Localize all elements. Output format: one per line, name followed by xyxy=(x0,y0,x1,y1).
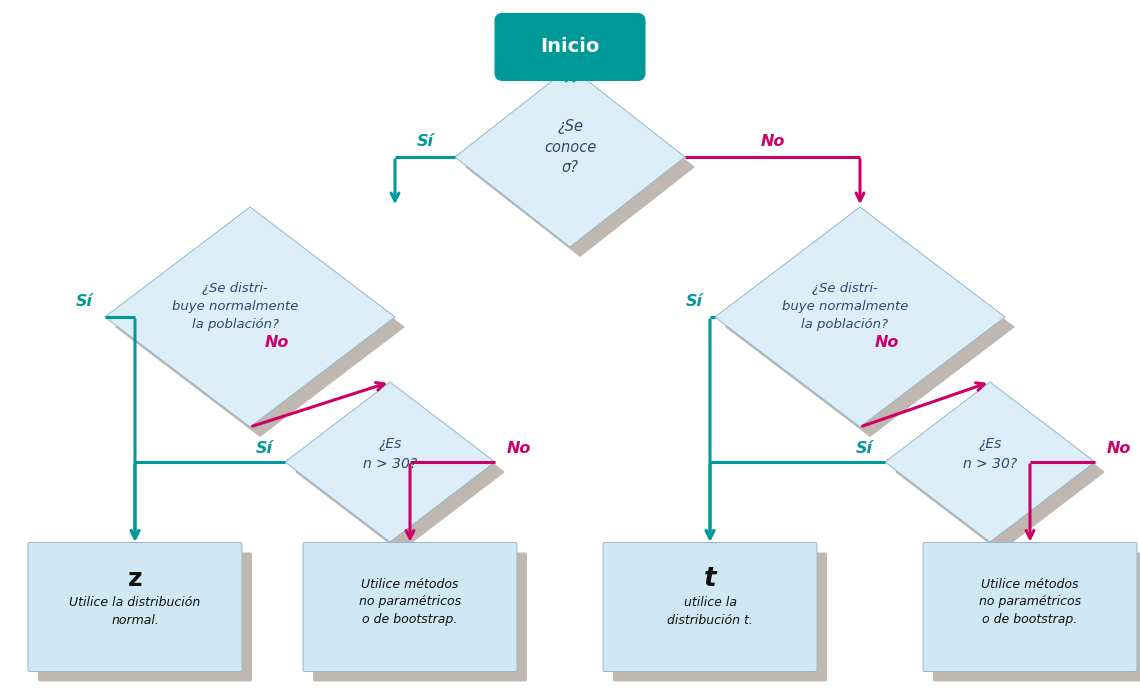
FancyBboxPatch shape xyxy=(28,543,242,671)
FancyBboxPatch shape xyxy=(923,543,1137,671)
Text: ¿Es
n > 30?: ¿Es n > 30? xyxy=(363,437,417,471)
FancyBboxPatch shape xyxy=(495,13,645,81)
Polygon shape xyxy=(885,382,1096,542)
Text: z: z xyxy=(128,567,142,591)
Polygon shape xyxy=(715,207,1005,427)
FancyBboxPatch shape xyxy=(613,552,826,682)
Polygon shape xyxy=(725,217,1015,437)
Text: t: t xyxy=(703,566,716,592)
Text: Sí: Sí xyxy=(856,441,873,456)
FancyBboxPatch shape xyxy=(303,543,518,671)
Text: utilice la
distribución t.: utilice la distribución t. xyxy=(667,597,752,628)
Text: Utilice métodos
no paramétricos
o de bootstrap.: Utilice métodos no paramétricos o de boo… xyxy=(979,578,1081,626)
FancyBboxPatch shape xyxy=(933,552,1140,682)
Text: Inicio: Inicio xyxy=(540,37,600,57)
FancyBboxPatch shape xyxy=(38,552,252,682)
Polygon shape xyxy=(285,382,495,542)
FancyBboxPatch shape xyxy=(314,552,527,682)
Text: Sí: Sí xyxy=(686,294,703,309)
Polygon shape xyxy=(465,77,695,257)
Text: No: No xyxy=(876,335,899,350)
Polygon shape xyxy=(455,67,685,247)
Text: ¿Se
conoce
σ?: ¿Se conoce σ? xyxy=(544,118,596,176)
Text: Utilice métodos
no paramétricos
o de bootstrap.: Utilice métodos no paramétricos o de boo… xyxy=(359,578,461,626)
Text: ¿Se distri-
buye normalmente
la población?: ¿Se distri- buye normalmente la població… xyxy=(172,282,299,331)
Text: ¿Es
n > 30?: ¿Es n > 30? xyxy=(963,437,1017,471)
Text: Sí: Sí xyxy=(416,134,433,149)
Text: No: No xyxy=(507,441,531,456)
Polygon shape xyxy=(105,207,394,427)
Text: No: No xyxy=(1107,441,1131,456)
FancyBboxPatch shape xyxy=(603,543,817,671)
Text: No: No xyxy=(264,335,290,350)
Polygon shape xyxy=(895,392,1105,552)
Polygon shape xyxy=(115,217,405,437)
Text: Sí: Sí xyxy=(76,294,93,309)
Polygon shape xyxy=(295,392,505,552)
Text: No: No xyxy=(760,134,784,149)
Text: Sí: Sí xyxy=(256,441,272,456)
Text: Utilice la distribución
normal.: Utilice la distribución normal. xyxy=(70,597,201,628)
Text: ¿Se distri-
buye normalmente
la población?: ¿Se distri- buye normalmente la població… xyxy=(782,282,909,331)
